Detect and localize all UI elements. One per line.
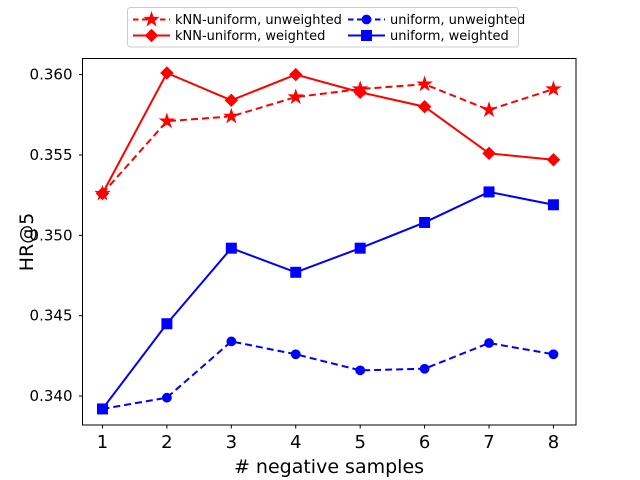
circle-marker [484, 338, 494, 348]
axes-frame [82, 58, 577, 426]
circle-marker [361, 14, 372, 25]
star-marker [143, 10, 160, 27]
diamond-marker [289, 67, 303, 82]
square-marker [290, 266, 302, 278]
star-marker [223, 107, 240, 124]
y-tick-label: 0.355 [30, 146, 73, 164]
series-line-uniform-weighted [101, 190, 554, 410]
square-marker [547, 199, 559, 211]
legend-label-knn-uniform-unweighted: kNN-uniform, unweighted [175, 13, 342, 28]
x-tick-label: 2 [161, 432, 172, 453]
diamond-marker [144, 28, 159, 43]
y-tick-label: 0.350 [30, 226, 73, 244]
x-tick-label: 5 [354, 432, 365, 453]
star-marker [480, 101, 498, 117]
y-axis-label: HR@5 [16, 212, 38, 272]
square-marker [96, 403, 108, 415]
diamond-marker [95, 186, 110, 201]
legend-label-uniform-weighted: uniform, weighted [390, 29, 509, 44]
circle-marker [548, 349, 559, 360]
square-marker [483, 186, 495, 198]
star-marker [287, 88, 304, 105]
diamond-marker [417, 100, 432, 114]
circle-marker [419, 363, 430, 374]
diamond-marker [482, 146, 496, 161]
star-marker [545, 80, 562, 97]
series-line-knn-uniform-unweighted [101, 83, 554, 195]
x-tick-label: 8 [548, 432, 559, 453]
diamond-marker [224, 93, 239, 108]
y-tick-label: 0.345 [30, 307, 73, 325]
x-axis-label: # negative samples [233, 456, 425, 478]
circle-marker [161, 392, 172, 403]
star-marker [158, 112, 176, 129]
series-line-knn-uniform-weighted [101, 71, 554, 195]
square-marker [354, 242, 366, 254]
diamond-marker [546, 153, 561, 167]
x-tick-label: 6 [419, 432, 430, 453]
circle-marker [226, 336, 237, 347]
diamond-marker [160, 66, 174, 80]
x-tick-label: 1 [97, 432, 108, 453]
y-tick-label: 0.360 [30, 66, 73, 84]
series-line-uniform-unweighted [102, 340, 554, 410]
square-marker [161, 318, 173, 330]
legend-label-knn-uniform-weighted: kNN-uniform, weighted [175, 29, 325, 44]
diamond-marker [353, 85, 367, 99]
x-tick-label: 4 [290, 432, 301, 453]
square-marker [419, 216, 431, 228]
legend-box [127, 7, 519, 48]
circle-marker [355, 365, 366, 376]
circle-marker [290, 349, 301, 360]
x-tick-label: 3 [226, 432, 237, 453]
square-marker [225, 242, 237, 254]
x-tick-label: 7 [483, 432, 494, 453]
star-marker [416, 75, 433, 92]
y-tick-label: 0.340 [30, 387, 73, 405]
legend-label-uniform-unweighted: uniform, unweighted [390, 13, 525, 28]
square-marker [361, 30, 372, 41]
